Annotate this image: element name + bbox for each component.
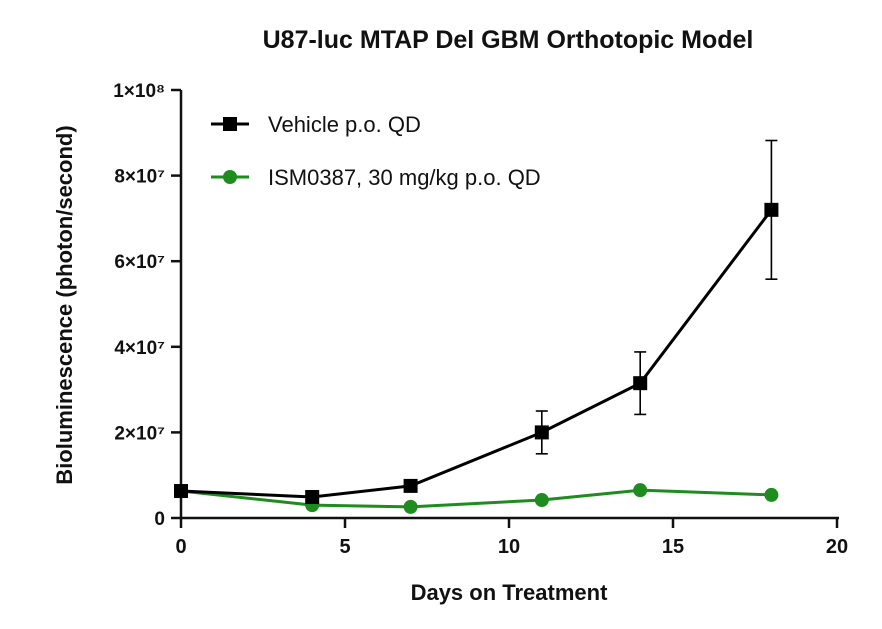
series-1 <box>174 483 779 514</box>
legend-marker <box>223 170 237 184</box>
data-point <box>633 376 648 391</box>
y-tick-label: 2×10⁷ <box>114 423 165 444</box>
data-point <box>403 478 418 493</box>
data-point <box>764 202 779 217</box>
y-tick-label: 1×10⁸ <box>113 81 165 102</box>
y-tick-label: 6×10⁷ <box>114 252 165 273</box>
legend-label: ISM0387, 30 mg/kg p.o. QD <box>268 165 541 190</box>
x-tick-label: 5 <box>339 536 350 558</box>
axes: 0 5 10 15 20 0 2×10⁷ 4×10⁷ 6×10⁷ 8×10⁷ 1×10⁸ <box>113 81 848 558</box>
data-point <box>174 484 188 499</box>
x-axis-label: Days on Treatment <box>411 580 609 605</box>
legend-label: Vehicle p.o. QD <box>268 112 421 137</box>
y-tick-label: 4×10⁷ <box>114 338 165 359</box>
legend-marker <box>223 117 237 131</box>
x-tick-label: 20 <box>826 536 848 558</box>
series-0 <box>174 139 779 505</box>
data-point <box>534 425 549 440</box>
series-line <box>180 208 773 499</box>
chart-title: U87-luc MTAP Del GBM Orthotopic Model <box>263 26 754 54</box>
x-tick-label: 10 <box>498 536 520 558</box>
y-axis-label: Bioluminescence (photon/second) <box>52 125 77 484</box>
y-tick-label: 0 <box>154 509 165 530</box>
plot-area <box>174 139 779 514</box>
data-point <box>764 487 779 502</box>
x-tick-label: 0 <box>175 536 186 558</box>
data-point <box>633 483 648 498</box>
data-point <box>534 493 549 508</box>
y-tick-label: 8×10⁷ <box>114 167 165 188</box>
series-line <box>180 488 772 509</box>
legend: Vehicle p.o. QD ISM0387, 30 mg/kg p.o. QD <box>211 112 541 190</box>
data-point <box>403 499 418 514</box>
x-tick-label: 15 <box>662 536 684 558</box>
data-point <box>305 490 320 505</box>
